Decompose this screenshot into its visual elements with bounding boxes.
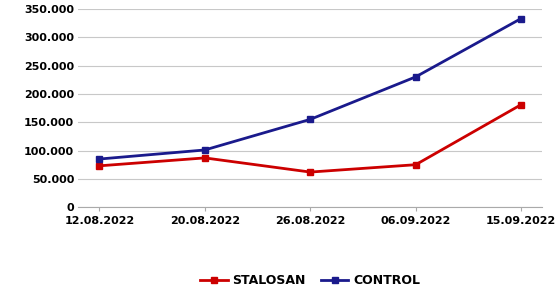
- Legend: STALOSAN, CONTROL: STALOSAN, CONTROL: [195, 269, 425, 292]
- CONTROL: [307, 118, 314, 121]
- CONTROL: [413, 75, 419, 79]
- STALOSAN: [96, 164, 103, 168]
- STALOSAN: [413, 163, 419, 166]
- CONTROL: [518, 17, 524, 20]
- STALOSAN: [518, 103, 524, 107]
- STALOSAN: [201, 156, 208, 160]
- CONTROL: [96, 157, 103, 161]
- Line: STALOSAN: STALOSAN: [96, 101, 524, 176]
- CONTROL: [201, 148, 208, 152]
- Line: CONTROL: CONTROL: [96, 15, 524, 163]
- STALOSAN: [307, 170, 314, 174]
